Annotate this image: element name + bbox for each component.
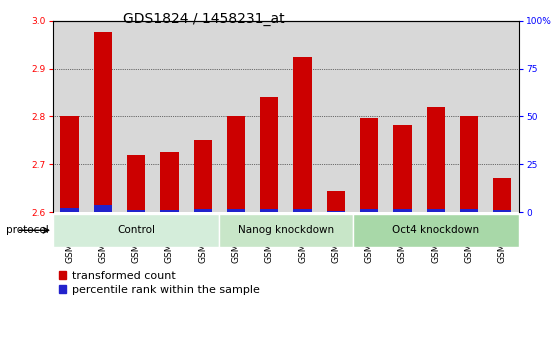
Bar [386,21,419,212]
Bar [227,209,245,212]
Bar [327,211,345,212]
Bar [426,209,445,212]
Bar [460,117,478,212]
Bar [294,209,312,212]
Bar [127,155,146,212]
Bar [260,209,278,212]
Bar [60,208,79,212]
Bar [160,152,179,212]
Bar [327,191,345,212]
Bar [186,21,219,212]
Text: Oct4 knockdown: Oct4 knockdown [392,225,479,235]
Bar [319,21,353,212]
Bar [119,21,153,212]
Bar [493,178,512,212]
Bar [94,206,112,212]
Bar [286,21,319,212]
Bar [53,214,219,247]
Bar [353,214,519,247]
Bar [194,140,212,212]
Bar [53,21,86,212]
Legend: transformed count, percentile rank within the sample: transformed count, percentile rank withi… [59,271,260,295]
Bar [485,21,519,212]
Bar [219,21,253,212]
Text: GDS1824 / 1458231_at: GDS1824 / 1458231_at [123,12,285,26]
Bar [260,97,278,212]
Bar [94,32,112,212]
Bar [419,21,453,212]
Bar [253,21,286,212]
Bar [460,209,478,212]
Bar [353,21,386,212]
Bar [360,118,378,212]
Text: protocol: protocol [6,226,49,235]
Bar [393,125,412,212]
Bar [493,210,512,212]
Bar [219,214,353,247]
Bar [453,21,485,212]
Bar [227,117,245,212]
Bar [393,209,412,212]
Bar [360,209,378,212]
Bar [86,21,119,212]
Bar [127,210,146,212]
Bar [426,107,445,212]
Bar [160,210,179,212]
Bar [153,21,186,212]
Text: Nanog knockdown: Nanog knockdown [238,225,334,235]
Bar [60,117,79,212]
Text: Control: Control [117,225,155,235]
Bar [294,57,312,212]
Bar [194,209,212,212]
